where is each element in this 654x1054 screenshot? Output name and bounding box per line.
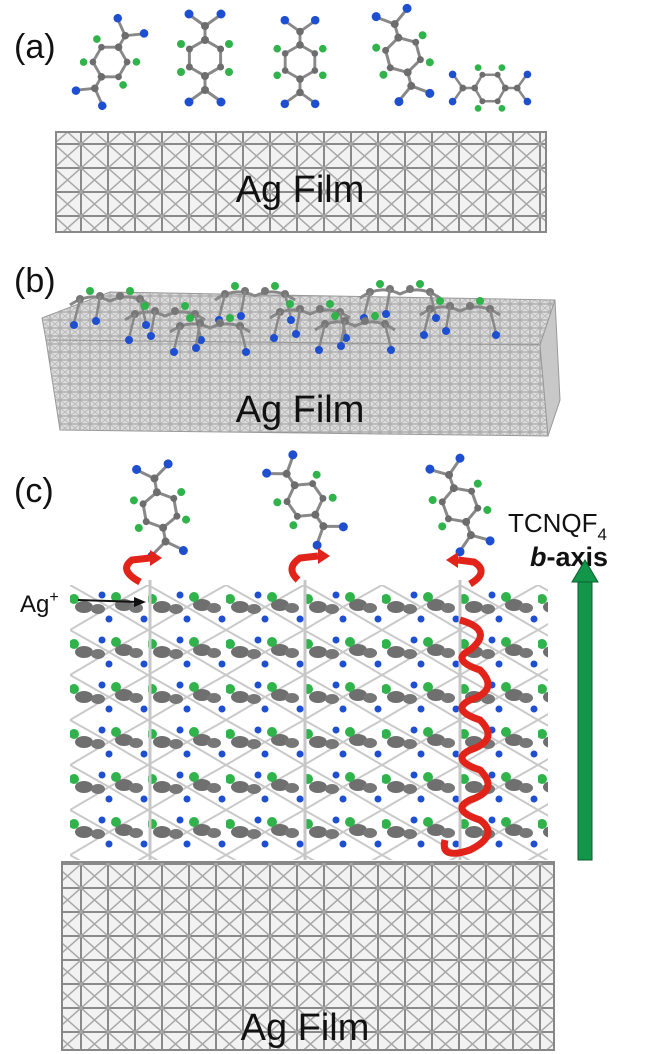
ion-charge: + bbox=[49, 589, 58, 606]
film-label: Ag Film bbox=[236, 169, 365, 211]
axis-letter: b bbox=[530, 542, 547, 572]
b-axis-arrow bbox=[572, 560, 598, 860]
figure: (a) Ag Film (b) Ag Film (c) TCNQF4 b-axi… bbox=[0, 0, 654, 1054]
axis-label: b-axis bbox=[530, 542, 608, 572]
molecules bbox=[64, 1, 531, 115]
film-label: Ag Film bbox=[241, 1007, 370, 1049]
panel-label: (a) bbox=[14, 28, 56, 66]
molecule-label: TCNQF4 bbox=[508, 508, 607, 544]
molecule-name: TCNQF bbox=[508, 508, 598, 538]
film-label: Ag Film bbox=[236, 389, 365, 431]
axis-suffix: -axis bbox=[547, 542, 609, 572]
panel-label: (c) bbox=[14, 472, 54, 510]
ion-symbol: Ag bbox=[20, 591, 49, 618]
ion-label: Ag+ bbox=[20, 589, 59, 618]
molecules bbox=[124, 444, 503, 562]
panel-label: (b) bbox=[14, 262, 56, 300]
